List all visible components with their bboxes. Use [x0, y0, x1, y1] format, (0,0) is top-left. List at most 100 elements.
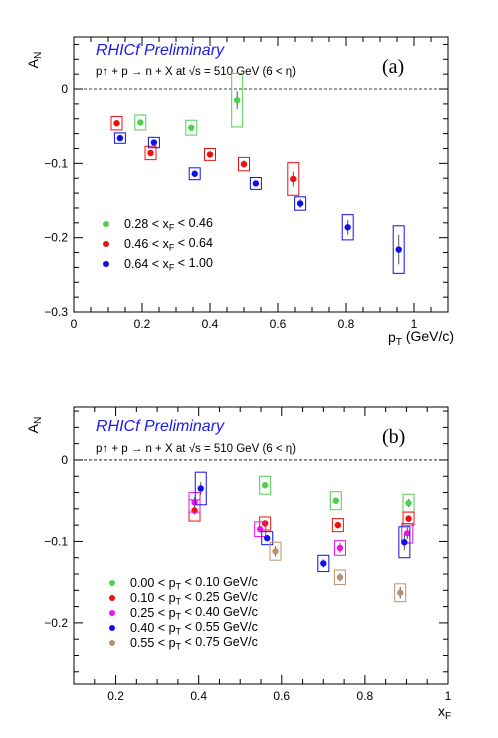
x-tick-label: 1 — [411, 317, 418, 331]
syst-error-box — [392, 225, 405, 274]
syst-error-box — [317, 554, 330, 573]
legend-marker — [109, 625, 115, 631]
syst-error-box — [294, 196, 307, 211]
syst-error-box — [147, 136, 160, 149]
syst-error-box — [398, 526, 411, 559]
data-point — [405, 515, 412, 522]
legend-label: 0.28 < xF​ < 0.46 — [124, 216, 213, 233]
data-point — [116, 134, 124, 142]
series-1: 0.10 < pT​ < 0.25 GeV/c — [109, 499, 415, 607]
syst-error-box — [402, 511, 415, 526]
syst-error-box — [134, 114, 147, 131]
data-point — [261, 520, 269, 527]
data-point — [336, 544, 344, 552]
x-tick-label: 0.4 — [202, 317, 219, 331]
y-axis-label: AN​ — [25, 417, 44, 434]
y-tick-label: 0 — [61, 82, 68, 96]
chart-panel-b: 0.2 0.4 0.6 0.8 1 −0.2 −0.1 0 AN​ xF​ RHICf Prelim… — [25, 406, 452, 722]
panel-label: (b) — [382, 426, 405, 448]
y-axis-label: AN​ — [25, 52, 44, 69]
legend-marker — [103, 261, 109, 267]
x-tick-label: 0.4 — [190, 689, 207, 703]
syst-error-box — [249, 176, 262, 190]
x-axis-label: xF​ — [438, 703, 451, 722]
y-tick-label: −0.2 — [44, 231, 68, 245]
syst-error-box — [259, 475, 272, 495]
syst-error-box — [333, 569, 346, 586]
legend-label: 0.55 < pT​ < 0.75 GeV/c — [130, 635, 258, 652]
syst-error-box — [394, 583, 407, 603]
series-2: 0.25 < pT​ < 0.40 GeV/c — [109, 492, 414, 622]
syst-error-box — [144, 145, 157, 161]
data-point — [334, 521, 342, 529]
data-point — [405, 499, 412, 507]
y-tick-label: −0.2 — [44, 616, 68, 630]
legend-label: 0.00 < pT​ < 0.10 GeV/c — [130, 575, 258, 592]
data-point — [320, 560, 327, 567]
preliminary-label: RHICf Preliminary — [96, 42, 225, 59]
syst-error-box — [261, 531, 274, 546]
panel-label: (a) — [382, 56, 404, 78]
y-tick-label: 0 — [61, 453, 68, 467]
x-tick-label: 0.2 — [134, 317, 151, 331]
legend-marker — [109, 610, 115, 616]
syst-error-box — [188, 167, 201, 181]
data-point — [191, 170, 198, 177]
y-tick-label: −0.1 — [44, 534, 68, 548]
syst-error-box — [188, 492, 201, 513]
legend-label: 0.10 < pT​ < 0.25 GeV/c — [130, 590, 258, 607]
syst-error-box — [331, 518, 344, 533]
syst-error-box — [287, 162, 300, 196]
x-tick-label: 0 — [71, 317, 78, 331]
data-point — [401, 539, 408, 546]
series-0: 0.28 < xF​ < 0.46 — [103, 72, 244, 233]
syst-error-box — [194, 471, 207, 506]
data-point — [395, 246, 402, 253]
chart-panel-a: 0 0.2 0.4 0.6 0.8 1 −0.3 −0.2 −0.1 0 AN​ pT​ (GeV/c… — [25, 36, 454, 348]
legend-marker — [103, 221, 109, 227]
data-point — [191, 499, 198, 506]
syst-error-box — [341, 214, 354, 241]
legend-label: 0.46 < xF​ < 0.64 — [124, 236, 213, 253]
series-3: 0.40 < pT​ < 0.55 GeV/c — [109, 471, 411, 637]
data-point — [336, 574, 344, 581]
syst-error-box — [238, 156, 250, 172]
syst-error-box — [113, 132, 126, 144]
syst-error-box — [329, 491, 342, 511]
reaction-label: p↑ + p → n + X at √s = 510 GeV (6 < η) — [96, 65, 296, 78]
x-tick-label: 0.6 — [273, 689, 290, 703]
x-tick-label: 0.6 — [270, 317, 287, 331]
syst-error-box — [231, 72, 244, 128]
data-point — [197, 485, 204, 492]
syst-error-box — [269, 541, 282, 561]
data-point — [296, 200, 304, 207]
y-tick-label: −0.3 — [44, 305, 68, 319]
y-tick-label: −0.1 — [44, 156, 68, 170]
series-1: 0.46 < xF​ < 0.64 — [103, 116, 300, 253]
data-point — [261, 482, 269, 489]
data-point — [147, 149, 154, 157]
data-point — [404, 530, 411, 537]
data-point — [137, 119, 144, 126]
x-tick-label: 0.8 — [357, 689, 374, 703]
data-point — [206, 151, 214, 158]
data-point — [397, 589, 404, 596]
syst-error-box — [259, 516, 272, 531]
series-2: 0.64 < xF​ < 1.00 — [103, 132, 405, 274]
syst-error-box — [110, 116, 123, 131]
legend-label: 0.40 < pT​ < 0.55 GeV/c — [130, 620, 258, 637]
syst-error-box — [204, 147, 216, 161]
data-point — [290, 175, 297, 183]
x-tick-label: 0.8 — [338, 317, 355, 331]
reaction-label: p↑ + p → n + X at √s = 510 GeV (6 < η) — [96, 442, 296, 455]
syst-error-box — [185, 119, 198, 136]
data-point — [252, 180, 260, 187]
syst-error-box — [254, 521, 267, 538]
data-point — [344, 224, 351, 231]
data-point — [332, 497, 339, 504]
data-point — [150, 139, 158, 146]
data-point — [113, 120, 120, 127]
legend-label: 0.25 < pT​ < 0.40 GeV/c — [130, 605, 258, 622]
data-point — [272, 548, 279, 555]
